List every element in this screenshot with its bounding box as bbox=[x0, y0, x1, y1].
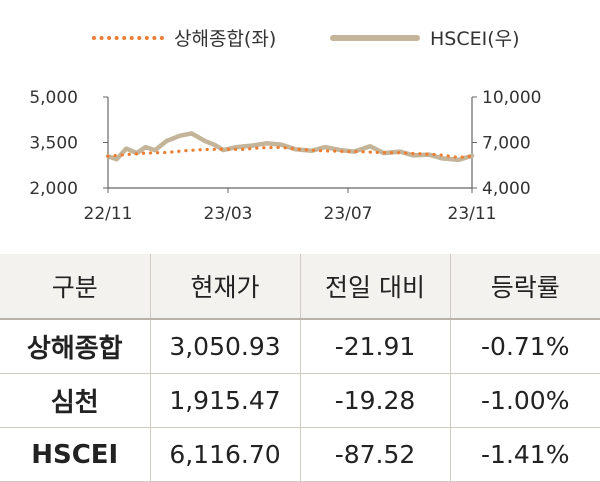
line-chart: 5,000 3,500 2,000 10,000 7,000 4,000 22/11 23/0… bbox=[29, 88, 541, 224]
series-line-hscei bbox=[105, 131, 475, 163]
chart-area: 상해종합(좌) HSCEI(우) 5,000 3,500 2,000 10,000 7,… bbox=[0, 24, 600, 224]
table-row: 상해종합 3,050.93 -21.91 -0.71% bbox=[0, 319, 600, 374]
row-change: -21.91 bbox=[299, 319, 450, 374]
row-change: -87.52 bbox=[299, 427, 450, 482]
header-change-rate: 등락률 bbox=[449, 254, 600, 320]
row-change: -19.28 bbox=[299, 373, 450, 428]
row-current-price: 1,915.47 bbox=[149, 373, 300, 428]
row-name: 상해종합 bbox=[0, 319, 150, 374]
legend-label-shanghai: 상해종합(좌) bbox=[174, 28, 277, 50]
table-row: 심천 1,915.47 -19.28 -1.00% bbox=[0, 373, 600, 428]
y-right-tick-label: 4,000 bbox=[482, 179, 531, 199]
table-header-row: 구분 현재가 전일 대비 등락률 bbox=[0, 254, 600, 320]
table-row: HSCEI 6,116.70 -87.52 -1.41% bbox=[0, 427, 600, 482]
header-current-price: 현재가 bbox=[149, 254, 300, 320]
header-category: 구분 bbox=[0, 254, 150, 320]
x-tick-label: 23/03 bbox=[204, 204, 253, 224]
series-line-shanghai bbox=[106, 145, 474, 159]
row-current-price: 3,050.93 bbox=[149, 319, 300, 374]
legend-item-shanghai: 상해종합(좌) bbox=[92, 24, 276, 51]
header-change: 전일 대비 bbox=[299, 254, 450, 320]
legend-swatch-dotted bbox=[92, 35, 164, 40]
y-left-tick-label: 5,000 bbox=[29, 88, 78, 108]
x-tick-label: 23/07 bbox=[324, 204, 373, 224]
x-tick-label: 22/11 bbox=[84, 204, 133, 224]
row-name: 심천 bbox=[0, 373, 150, 428]
legend-label-hscei: HSCEI(우) bbox=[430, 28, 520, 50]
row-change-rate: -0.71% bbox=[449, 319, 600, 374]
y-right-tick-label: 10,000 bbox=[482, 88, 541, 108]
legend-swatch-solid bbox=[330, 34, 420, 41]
y-left-tick-label: 2,000 bbox=[29, 179, 78, 199]
row-name: HSCEI bbox=[0, 427, 150, 482]
index-table: 구분 현재가 전일 대비 등락률 상해종합 3,050.93 -21.91 -0… bbox=[0, 254, 600, 482]
y-right-tick-label: 7,000 bbox=[482, 134, 531, 154]
row-current-price: 6,116.70 bbox=[149, 427, 300, 482]
x-tick-label: 23/11 bbox=[448, 204, 497, 224]
chart-legend: 상해종합(좌) HSCEI(우) bbox=[0, 24, 600, 54]
y-left-tick-label: 3,500 bbox=[29, 134, 78, 154]
legend-item-hscei: HSCEI(우) bbox=[330, 24, 520, 51]
row-change-rate: -1.00% bbox=[449, 373, 600, 428]
row-change-rate: -1.41% bbox=[449, 427, 600, 482]
index-table-container: 구분 현재가 전일 대비 등락률 상해종합 3,050.93 -21.91 -0… bbox=[0, 254, 600, 482]
